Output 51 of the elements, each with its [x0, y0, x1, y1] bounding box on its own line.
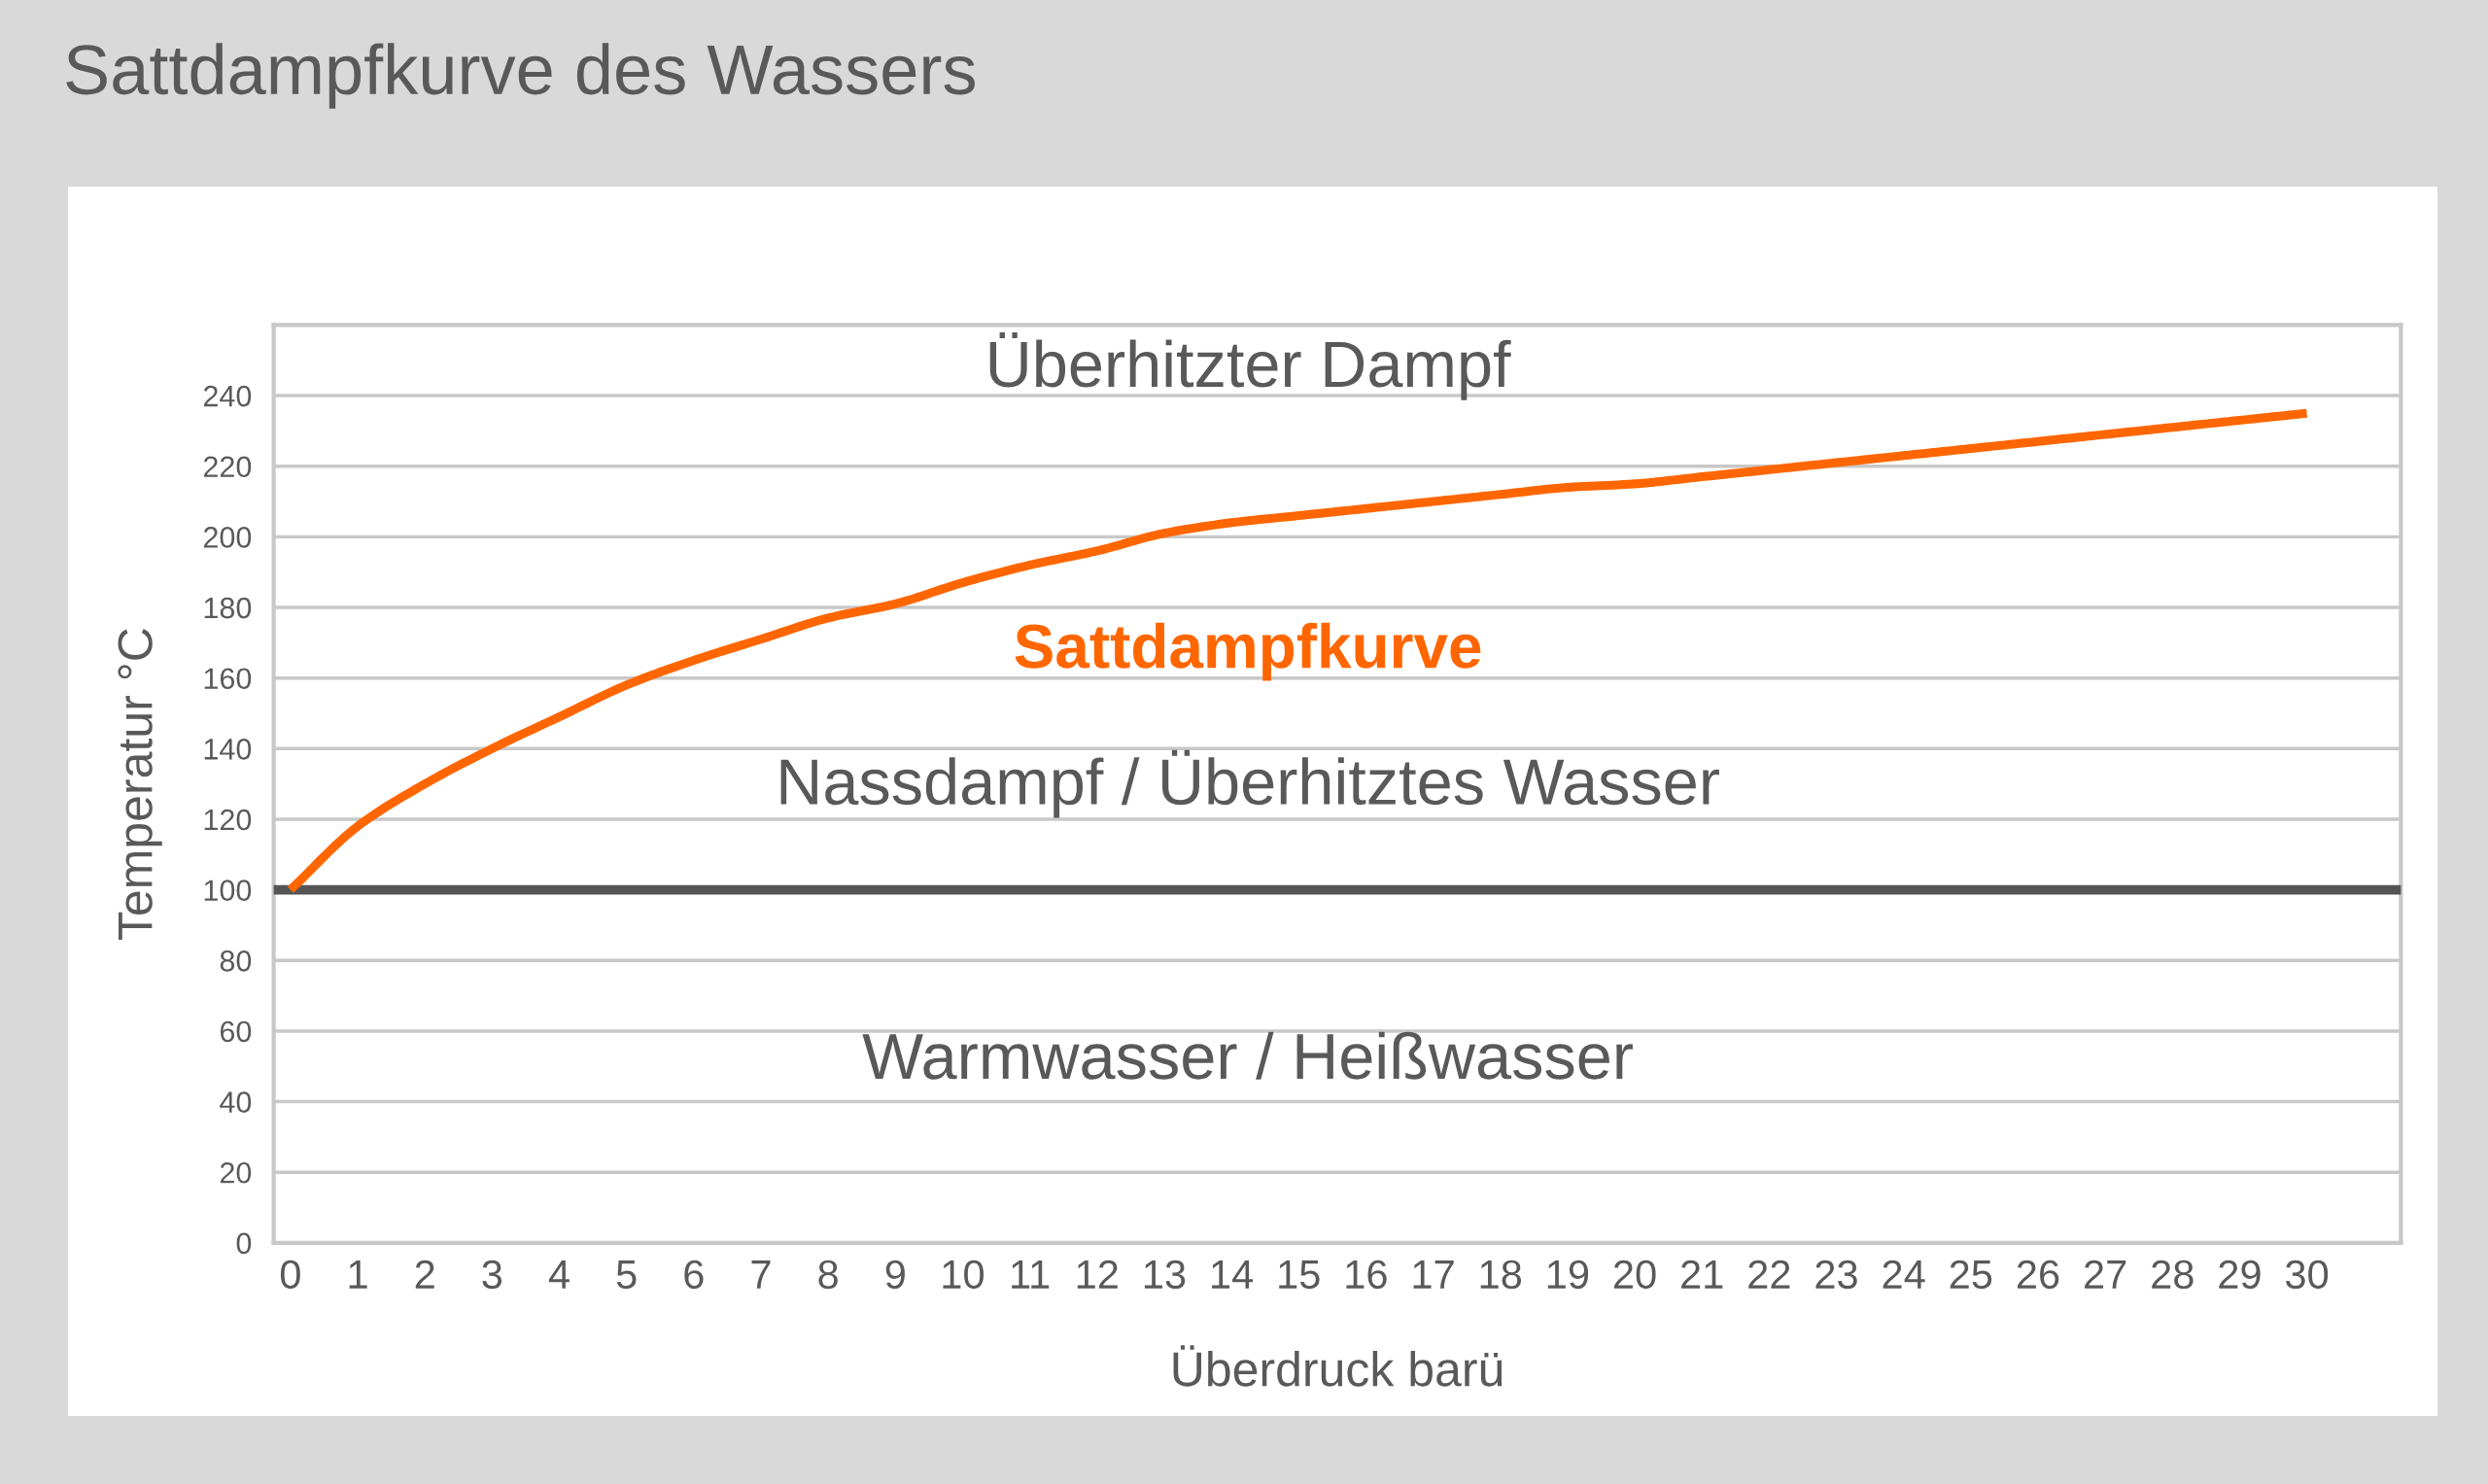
x-tick-label: 13	[1144, 1260, 1186, 1290]
x-tick-label: 26	[2017, 1260, 2059, 1290]
y-tick-label: 160	[204, 668, 252, 690]
x-tick-label: 27	[2085, 1260, 2126, 1289]
x-tick-label: 9	[885, 1260, 905, 1290]
x-tick-label: 30	[2286, 1260, 2329, 1290]
y-tick-label: 140	[204, 739, 252, 760]
x-tick-label: 23	[1815, 1260, 1857, 1290]
x-tick-label: 29	[2219, 1260, 2261, 1290]
y-tick-label: 120	[204, 809, 252, 831]
annotation: Warmwasser / Heißwasser	[862, 1031, 1633, 1080]
chart-title: Sattdampfkurve des Wassers	[66, 43, 975, 109]
y-tick-label: 20	[220, 1161, 252, 1184]
x-tick-label: 14	[1212, 1260, 1254, 1289]
x-tick-label: 16	[1346, 1260, 1387, 1290]
x-tick-label: 7	[751, 1260, 771, 1289]
x-tick-label: 20	[1613, 1260, 1656, 1290]
y-tick-label: 0	[236, 1232, 252, 1255]
annotation: Überhitzter Dampf	[989, 332, 1511, 400]
x-tick-label: 12	[1077, 1260, 1118, 1289]
y-tick-label: 80	[220, 950, 252, 972]
y-tick-label: 240	[203, 385, 252, 407]
series-label: Sattdampfkurve	[1015, 622, 1481, 681]
y-tick-label: 200	[203, 527, 252, 548]
x-tick-label: 19	[1547, 1260, 1589, 1290]
x-tick-label: 24	[1883, 1260, 1925, 1289]
x-tick-label: 10	[943, 1260, 984, 1290]
annotation: Nassdampf / Überhitztes Wasser	[780, 749, 1719, 818]
y-tick-label: 180	[204, 597, 252, 619]
y-tick-label: 40	[220, 1091, 252, 1113]
x-tick-label: 15	[1279, 1260, 1320, 1290]
x-tick-label: 21	[1681, 1260, 1723, 1289]
x-tick-label: 17	[1413, 1260, 1454, 1289]
x-tick-label: 28	[2152, 1260, 2194, 1290]
y-axis-title: Temperatur °C	[118, 629, 162, 940]
x-tick-label: 8	[818, 1260, 838, 1290]
x-tick-label: 1	[349, 1260, 367, 1289]
x-tick-label: 2	[415, 1260, 434, 1289]
y-tick-label: 100	[204, 880, 252, 901]
x-tick-label: 18	[1480, 1260, 1522, 1290]
x-tick-label: 6	[684, 1260, 704, 1290]
x-tick-label: 3	[482, 1260, 502, 1290]
x-tick-label: 0	[280, 1260, 300, 1290]
x-axis-title: Überdruck barü	[1173, 1345, 1503, 1387]
y-tick-label: 220	[203, 456, 252, 478]
y-tick-label: 60	[220, 1020, 252, 1043]
x-tick-label: 4	[548, 1260, 570, 1289]
x-tick-label: 11	[1012, 1260, 1050, 1289]
x-tick-label: 5	[616, 1260, 637, 1290]
x-tick-label: 25	[1950, 1260, 1992, 1290]
x-tick-label: 22	[1748, 1260, 1790, 1289]
